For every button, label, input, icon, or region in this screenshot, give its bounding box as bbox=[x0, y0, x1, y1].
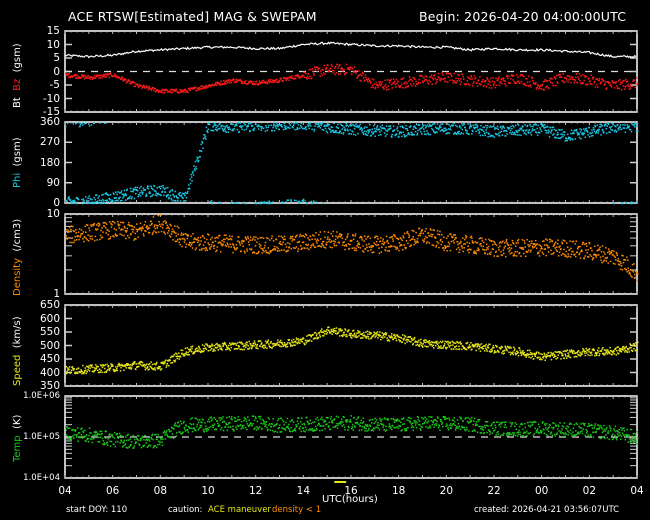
y-tick-label: 1 bbox=[53, 288, 60, 300]
y-tick-label: 600 bbox=[39, 312, 60, 325]
x-axis-label: UTC(hours) bbox=[322, 494, 378, 505]
y-tick-label: 90 bbox=[46, 176, 60, 189]
caution-label: caution: bbox=[168, 505, 203, 515]
x-tick-label: 00 bbox=[534, 485, 549, 497]
x-tick-label: 04 bbox=[58, 485, 72, 497]
x-tick-label: 12 bbox=[248, 485, 263, 497]
temp-unit: (K) bbox=[12, 414, 23, 429]
x-tick-label: 14 bbox=[296, 485, 311, 497]
x-tick-label: 06 bbox=[105, 485, 120, 497]
x-tick-label: 04 bbox=[630, 485, 644, 497]
begin-time: Begin: 2026-04-20 04:00:00UTC bbox=[419, 9, 627, 24]
density-unit: (/cm3) bbox=[12, 218, 23, 252]
y-tick-label: 15 bbox=[46, 25, 60, 37]
x-tick-label: 02 bbox=[582, 485, 597, 497]
x-tick-label: 10 bbox=[201, 485, 215, 497]
y-tick-label: 1.0E+04 bbox=[23, 473, 60, 483]
y-tick-label: 180 bbox=[39, 156, 60, 169]
y-tick-label: 10 bbox=[46, 208, 60, 220]
y-tick-label: 1.0E+05 bbox=[23, 432, 60, 442]
plot-title: ACE RTSW[Estimated] MAG & SWEPAM bbox=[68, 9, 317, 24]
y-tick-label: 650 bbox=[39, 299, 60, 311]
x-tick-label: 08 bbox=[153, 485, 168, 497]
density-axis-label: Density (/cm3) bbox=[12, 219, 23, 296]
y-tick-label: -15 bbox=[42, 106, 60, 118]
y-tick-label: 270 bbox=[39, 136, 60, 149]
y-tick-label: 550 bbox=[39, 326, 60, 338]
x-tick-label: 22 bbox=[487, 485, 501, 497]
y-tick-label: 360 bbox=[39, 116, 60, 128]
y-tick-label: 350 bbox=[39, 380, 60, 392]
y-tick-label: 1.0E+06 bbox=[23, 391, 60, 401]
created-time: created: 2026-04-21 03:56:07UTC bbox=[474, 505, 620, 515]
start-doy: start DOY: 110 bbox=[66, 505, 128, 515]
x-tick-label: 16 bbox=[344, 485, 358, 497]
x-tick-label: 18 bbox=[391, 485, 406, 497]
y-tick-label: 5 bbox=[53, 52, 60, 64]
y-tick-label: 0 bbox=[53, 65, 60, 78]
caution-density: density < 1 bbox=[272, 505, 322, 515]
y-tick-label: 450 bbox=[39, 353, 60, 365]
caution-ace-maneuver: ACE maneuver bbox=[208, 505, 271, 515]
y-tick-label: 500 bbox=[39, 339, 60, 352]
x-tick-label: 20 bbox=[439, 485, 454, 497]
y-tick-label: 0 bbox=[53, 197, 60, 209]
y-tick-label: -10 bbox=[42, 92, 60, 105]
y-tick-label: -5 bbox=[49, 79, 60, 91]
y-tick-label: 400 bbox=[39, 366, 60, 379]
y-tick-label: 10 bbox=[46, 38, 60, 51]
